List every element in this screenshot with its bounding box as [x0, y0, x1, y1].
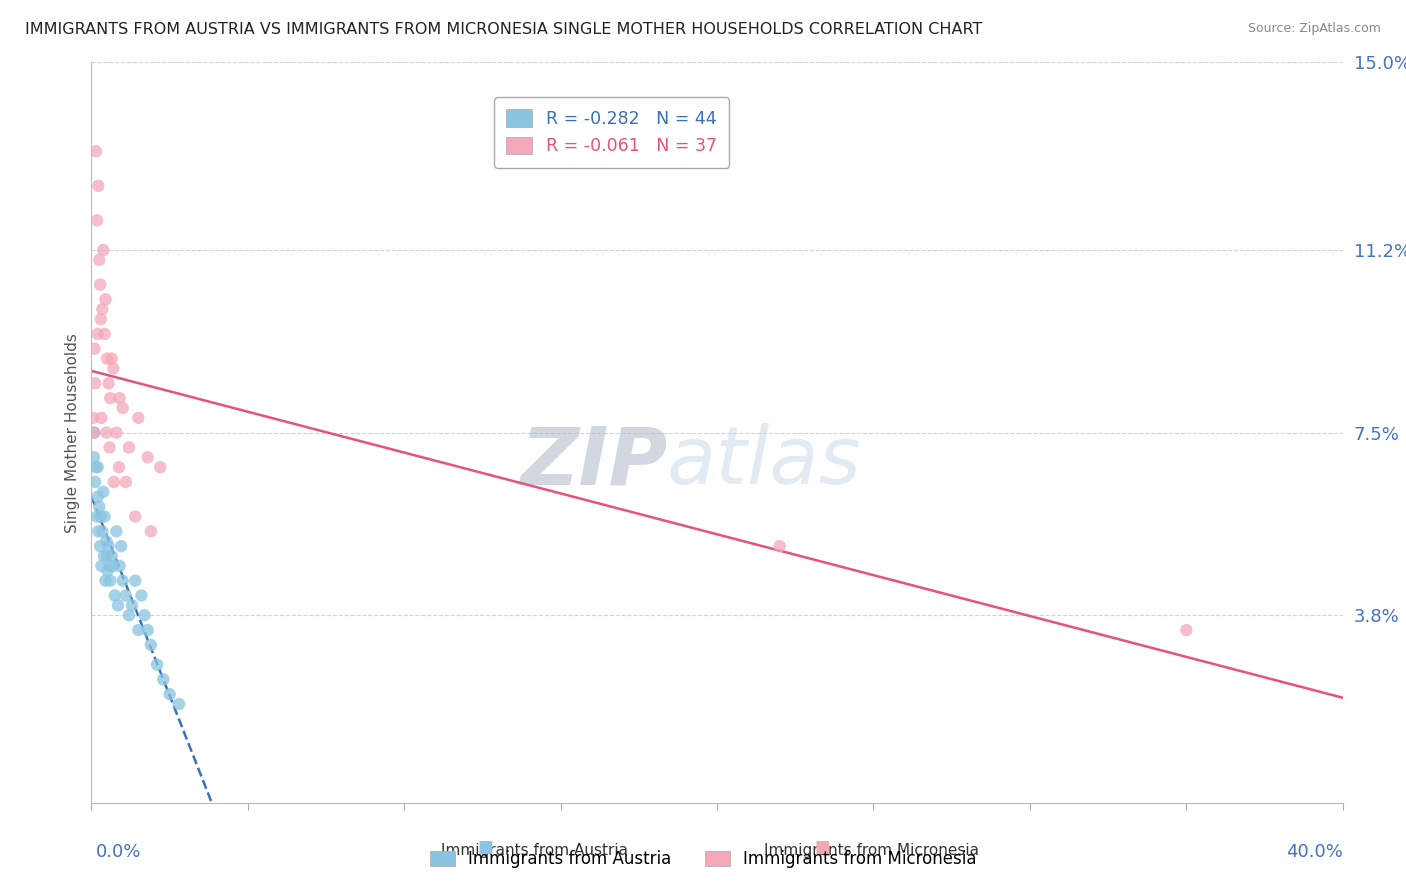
- Point: [108, 391, 131, 405]
- Point: [93, 549, 115, 563]
- Point: [84, 376, 107, 391]
- Legend: R = -0.282   N = 44, R = -0.061   N = 37: R = -0.282 N = 44, R = -0.061 N = 37: [495, 97, 730, 168]
- Point: [96, 425, 118, 440]
- Point: [100, 549, 122, 563]
- Point: [91, 524, 114, 539]
- Point: [91, 243, 114, 257]
- Point: [108, 558, 131, 573]
- Point: [134, 608, 156, 623]
- Point: [111, 401, 134, 415]
- Point: [87, 178, 110, 193]
- Y-axis label: Single Mother Households: Single Mother Households: [65, 333, 80, 533]
- Legend: Immigrants from Austria, Immigrants from Micronesia: Immigrants from Austria, Immigrants from…: [423, 844, 983, 875]
- Point: [1175, 623, 1198, 637]
- Point: [86, 213, 108, 227]
- Text: ■: ■: [477, 838, 494, 856]
- Point: [114, 475, 136, 489]
- Point: [90, 509, 112, 524]
- Point: [83, 342, 105, 356]
- Point: [127, 410, 149, 425]
- Point: [97, 376, 120, 391]
- Point: [105, 425, 128, 440]
- Point: [86, 509, 108, 524]
- Point: [114, 589, 136, 603]
- Text: Immigrants from Micronesia: Immigrants from Micronesia: [765, 843, 979, 858]
- Point: [149, 460, 172, 475]
- Point: [83, 425, 105, 440]
- Text: ZIP: ZIP: [520, 423, 666, 501]
- Point: [139, 524, 162, 539]
- Point: [83, 425, 105, 440]
- Point: [167, 697, 190, 711]
- Point: [146, 657, 169, 672]
- Point: [100, 351, 122, 366]
- Point: [84, 145, 107, 159]
- Point: [118, 608, 141, 623]
- Point: [103, 475, 125, 489]
- Point: [98, 441, 121, 455]
- Point: [111, 574, 134, 588]
- Point: [89, 277, 111, 292]
- Point: [90, 312, 112, 326]
- Point: [84, 460, 107, 475]
- Point: [89, 252, 111, 267]
- Point: [98, 391, 121, 405]
- Point: [105, 524, 128, 539]
- Point: [136, 623, 159, 637]
- Point: [89, 500, 111, 514]
- Point: [96, 549, 118, 563]
- Point: [103, 558, 125, 573]
- Point: [86, 326, 108, 341]
- Point: [136, 450, 159, 465]
- Point: [124, 574, 146, 588]
- Point: [93, 326, 115, 341]
- Text: atlas: atlas: [666, 423, 862, 501]
- Text: Immigrants from Austria: Immigrants from Austria: [440, 843, 628, 858]
- Point: [94, 293, 117, 307]
- Point: [89, 539, 111, 553]
- Point: [152, 673, 174, 687]
- Point: [127, 623, 149, 637]
- Point: [98, 574, 121, 588]
- Point: [91, 302, 114, 317]
- Point: [124, 509, 146, 524]
- Point: [86, 490, 108, 504]
- Text: IMMIGRANTS FROM AUSTRIA VS IMMIGRANTS FROM MICRONESIA SINGLE MOTHER HOUSEHOLDS C: IMMIGRANTS FROM AUSTRIA VS IMMIGRANTS FR…: [25, 22, 983, 37]
- Text: ■: ■: [814, 838, 831, 856]
- Point: [83, 450, 105, 465]
- Point: [97, 539, 120, 553]
- Point: [121, 599, 143, 613]
- Point: [159, 687, 181, 701]
- Point: [93, 509, 115, 524]
- Point: [110, 539, 132, 553]
- Point: [90, 558, 112, 573]
- Text: 0.0%: 0.0%: [96, 843, 141, 861]
- Point: [108, 460, 131, 475]
- Point: [768, 539, 790, 553]
- Point: [91, 484, 114, 499]
- Text: 40.0%: 40.0%: [1286, 843, 1343, 861]
- Point: [96, 351, 118, 366]
- Point: [139, 638, 162, 652]
- Point: [104, 589, 127, 603]
- Point: [82, 410, 104, 425]
- Point: [87, 524, 110, 539]
- Point: [84, 475, 107, 489]
- Point: [97, 564, 120, 578]
- Point: [94, 574, 117, 588]
- Point: [86, 460, 108, 475]
- Text: Source: ZipAtlas.com: Source: ZipAtlas.com: [1247, 22, 1381, 36]
- Point: [118, 441, 141, 455]
- Point: [90, 410, 112, 425]
- Point: [96, 534, 118, 549]
- Point: [98, 558, 121, 573]
- Point: [103, 361, 125, 376]
- Point: [131, 589, 153, 603]
- Point: [107, 599, 129, 613]
